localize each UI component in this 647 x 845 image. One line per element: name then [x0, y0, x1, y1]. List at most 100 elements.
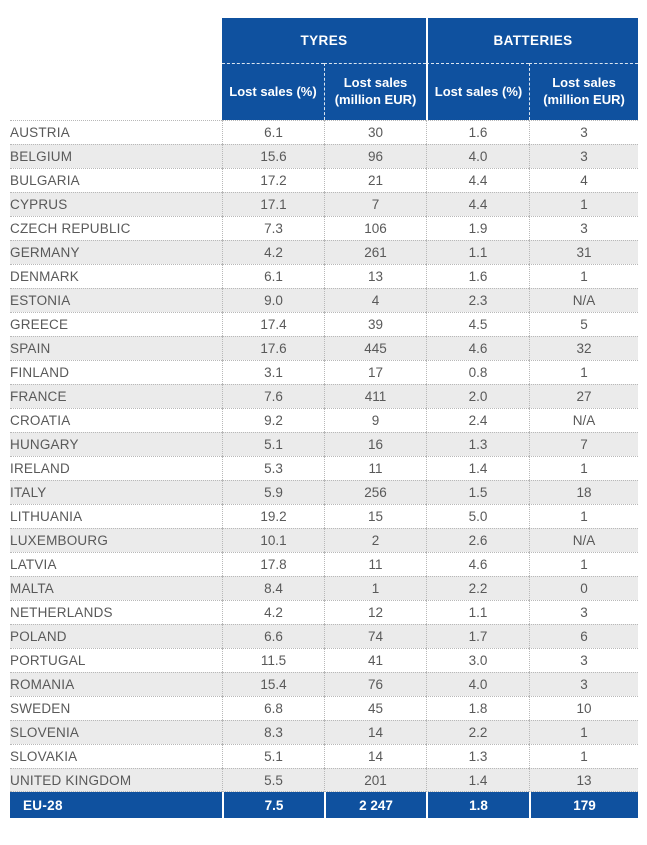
table-row: UNITED KINGDOM 5.5 201 1.4 13 — [10, 768, 639, 792]
value-cell: 1.5 — [426, 480, 530, 504]
table-row: BULGARIA 17.2 21 4.4 4 — [10, 168, 639, 192]
value-cell: 13 — [529, 768, 639, 792]
value-cell: 411 — [324, 384, 427, 408]
table-row: SWEDEN 6.8 45 1.8 10 — [10, 696, 639, 720]
value-cell: 1 — [529, 192, 639, 216]
value-cell: 3 — [529, 672, 639, 696]
country-cell: FINLAND — [10, 360, 222, 384]
total-value-cell: 179 — [529, 792, 639, 818]
value-cell: 4.4 — [426, 192, 530, 216]
table-row: IRELAND 5.3 11 1.4 1 — [10, 456, 639, 480]
table-row: FRANCE 7.6 411 2.0 27 — [10, 384, 639, 408]
country-cell: NETHERLANDS — [10, 600, 222, 624]
table-row: CYPRUS 17.1 7 4.4 1 — [10, 192, 639, 216]
value-cell: 1 — [529, 264, 639, 288]
value-cell: 1.3 — [426, 432, 530, 456]
table-row: SLOVAKIA 5.1 14 1.3 1 — [10, 744, 639, 768]
value-cell: 0 — [529, 576, 639, 600]
country-cell: HUNGARY — [10, 432, 222, 456]
value-cell: 1.6 — [426, 120, 530, 144]
value-cell: 13 — [324, 264, 427, 288]
value-cell: 7 — [324, 192, 427, 216]
value-cell: 19.2 — [222, 504, 324, 528]
sub-header-row: Lost sales (%) Lost sales (million EUR) … — [10, 63, 639, 120]
value-cell: 5.1 — [222, 744, 324, 768]
country-cell: SPAIN — [10, 336, 222, 360]
value-cell: 2.3 — [426, 288, 530, 312]
value-cell: 76 — [324, 672, 427, 696]
value-cell: 1.4 — [426, 768, 530, 792]
column-header-batteries-pct: Lost sales (%) — [426, 63, 530, 120]
value-cell: 31 — [529, 240, 639, 264]
country-cell: LUXEMBOURG — [10, 528, 222, 552]
value-cell: 1.7 — [426, 624, 530, 648]
total-value-cell: 2 247 — [324, 792, 427, 818]
table-row: ITALY 5.9 256 1.5 18 — [10, 480, 639, 504]
value-cell: 4.2 — [222, 600, 324, 624]
value-cell: 11 — [324, 552, 427, 576]
country-cell: SWEDEN — [10, 696, 222, 720]
value-cell: 1 — [529, 744, 639, 768]
value-cell: 14 — [324, 720, 427, 744]
value-cell: 11.5 — [222, 648, 324, 672]
value-cell: 2.0 — [426, 384, 530, 408]
value-cell: 14 — [324, 744, 427, 768]
value-cell: 9 — [324, 408, 427, 432]
value-cell: 27 — [529, 384, 639, 408]
value-cell: 9.2 — [222, 408, 324, 432]
value-cell: 15.4 — [222, 672, 324, 696]
value-cell: N/A — [529, 408, 639, 432]
value-cell: 4.0 — [426, 144, 530, 168]
value-cell: 1.1 — [426, 240, 530, 264]
value-cell: 39 — [324, 312, 427, 336]
table-row: SLOVENIA 8.3 14 2.2 1 — [10, 720, 639, 744]
value-cell: 1.8 — [426, 696, 530, 720]
table-row: MALTA 8.4 1 2.2 0 — [10, 576, 639, 600]
value-cell: 5.3 — [222, 456, 324, 480]
country-cell: SLOVENIA — [10, 720, 222, 744]
value-cell: 1 — [324, 576, 427, 600]
column-group-batteries: BATTERIES — [426, 18, 639, 63]
value-cell: 4.6 — [426, 336, 530, 360]
value-cell: 6.1 — [222, 264, 324, 288]
value-cell: 1.3 — [426, 744, 530, 768]
table-row: LUXEMBOURG 10.1 2 2.6 N/A — [10, 528, 639, 552]
value-cell: 1 — [529, 504, 639, 528]
value-cell: 21 — [324, 168, 427, 192]
table-row: GERMANY 4.2 261 1.1 31 — [10, 240, 639, 264]
value-cell: 1.4 — [426, 456, 530, 480]
table-row: CROATIA 9.2 9 2.4 N/A — [10, 408, 639, 432]
table-row: NETHERLANDS 4.2 12 1.1 3 — [10, 600, 639, 624]
value-cell: 7 — [529, 432, 639, 456]
value-cell: 6.6 — [222, 624, 324, 648]
value-cell: 6.1 — [222, 120, 324, 144]
total-value-cell: 1.8 — [426, 792, 530, 818]
country-cell: AUSTRIA — [10, 120, 222, 144]
country-cell: GERMANY — [10, 240, 222, 264]
value-cell: 261 — [324, 240, 427, 264]
country-cell: CYPRUS — [10, 192, 222, 216]
value-cell: 3 — [529, 216, 639, 240]
value-cell: 2.4 — [426, 408, 530, 432]
value-cell: 1.9 — [426, 216, 530, 240]
table-row: FINLAND 3.1 17 0.8 1 — [10, 360, 639, 384]
value-cell: 2 — [324, 528, 427, 552]
country-cell: DENMARK — [10, 264, 222, 288]
table-row: POLAND 6.6 74 1.7 6 — [10, 624, 639, 648]
value-cell: 4.2 — [222, 240, 324, 264]
value-cell: 8.3 — [222, 720, 324, 744]
value-cell: 4.0 — [426, 672, 530, 696]
value-cell: 17.6 — [222, 336, 324, 360]
value-cell: 4.6 — [426, 552, 530, 576]
country-cell: GREECE — [10, 312, 222, 336]
table-row: DENMARK 6.1 13 1.6 1 — [10, 264, 639, 288]
column-header-batteries-eur: Lost sales (million EUR) — [529, 63, 639, 120]
value-cell: 16 — [324, 432, 427, 456]
country-cell: LITHUANIA — [10, 504, 222, 528]
value-cell: 17.1 — [222, 192, 324, 216]
value-cell: 5 — [529, 312, 639, 336]
lost-sales-table: TYRES BATTERIES Lost sales (%) Lost sale… — [10, 18, 639, 818]
table-row: PORTUGAL 11.5 41 3.0 3 — [10, 648, 639, 672]
value-cell: 3 — [529, 144, 639, 168]
